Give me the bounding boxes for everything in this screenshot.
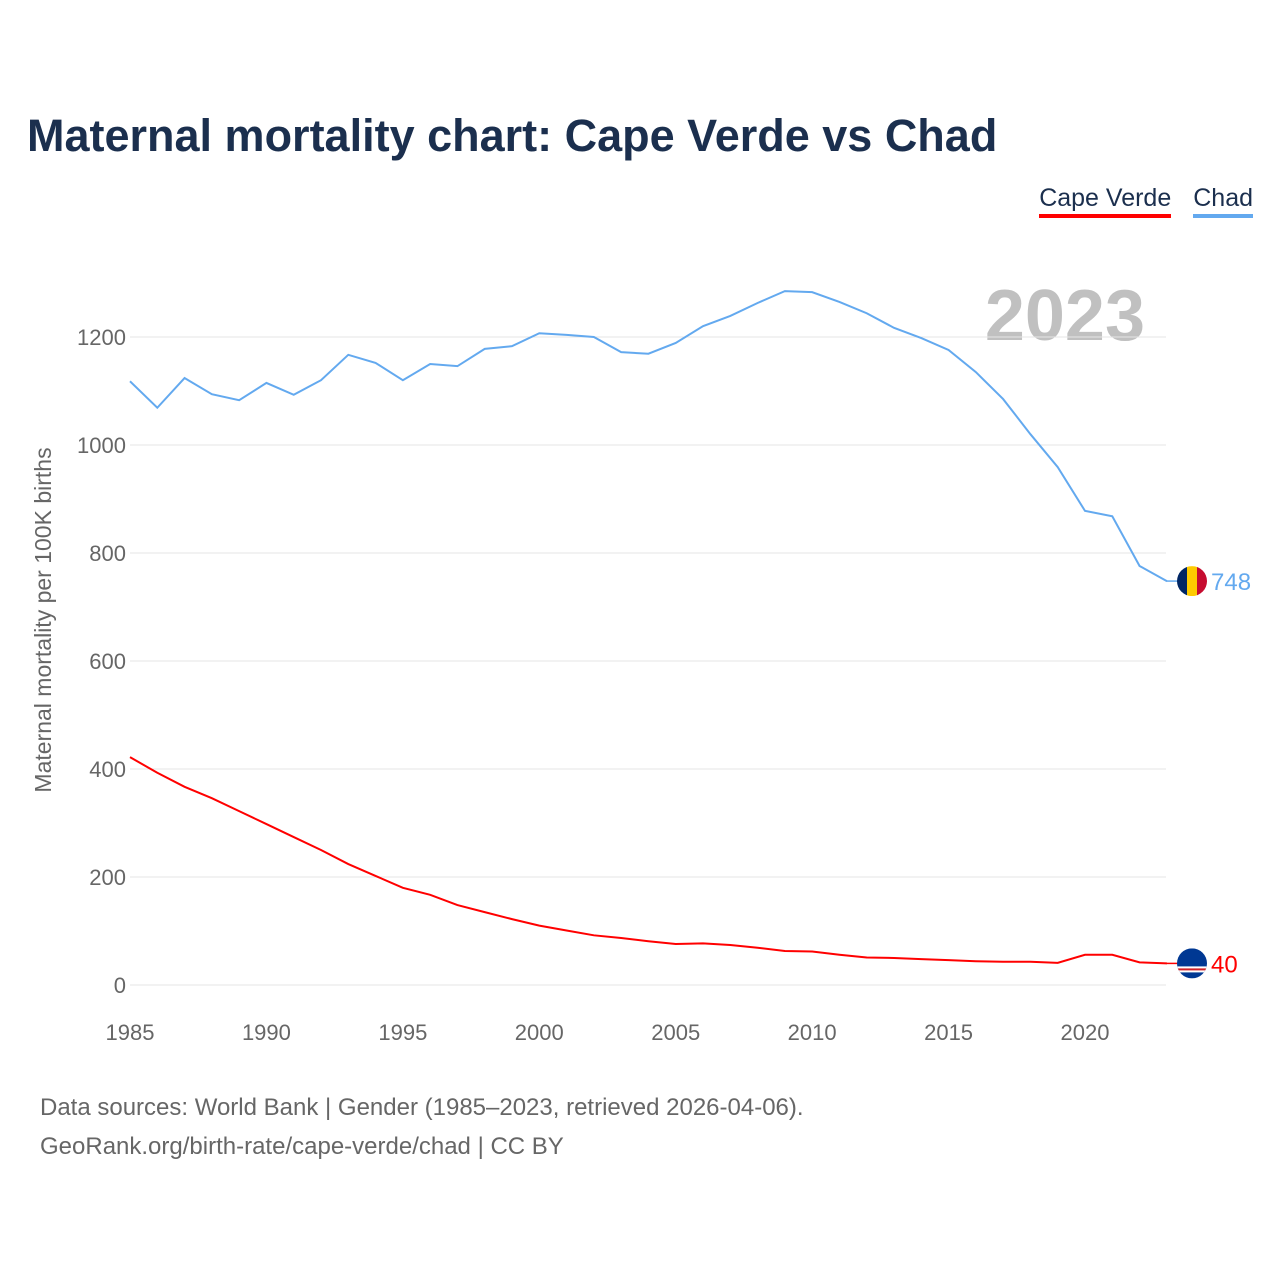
end-value-label: 748 xyxy=(1211,569,1251,596)
source-text: Data sources: World Bank | Gender (1985–… xyxy=(40,1094,804,1121)
y-tick-label: 0 xyxy=(114,973,126,998)
legend-chad[interactable]: Chad xyxy=(1193,184,1253,218)
x-tick-label: 2015 xyxy=(924,1020,973,1045)
y-tick-label: 400 xyxy=(89,757,126,782)
x-tick-label: 2020 xyxy=(1061,1020,1110,1045)
series-line-cape-verde xyxy=(129,756,1167,965)
y-axis-label: Maternal mortality per 100K births xyxy=(30,447,56,792)
x-tick-label: 1995 xyxy=(378,1020,427,1045)
cape-verde-flag-icon xyxy=(1177,948,1207,979)
y-tick-label: 1000 xyxy=(77,433,126,458)
series-line-chad xyxy=(129,290,1168,582)
y-tick-label: 800 xyxy=(89,541,126,566)
legend: Cape Verde Chad xyxy=(1039,184,1253,218)
y-tick-label: 600 xyxy=(89,649,126,674)
footer: Data sources: World Bank | Gender (1985–… xyxy=(40,1088,804,1166)
end-value-label: 40 xyxy=(1211,951,1238,978)
x-tick-label: 2000 xyxy=(515,1020,564,1045)
year-label: 2023 xyxy=(985,276,1145,356)
x-tick-label: 1985 xyxy=(106,1020,155,1045)
x-tick-label: 2010 xyxy=(788,1020,837,1045)
chart-title: Maternal mortality chart: Cape Verde vs … xyxy=(27,110,998,161)
x-tick-label: 2005 xyxy=(651,1020,700,1045)
y-tick-label: 1200 xyxy=(77,325,126,350)
chad-flag-icon xyxy=(1177,566,1207,597)
y-tick-label: 200 xyxy=(89,865,126,890)
legend-cape-verde[interactable]: Cape Verde xyxy=(1039,184,1172,218)
source-link[interactable]: GeoRank.org/birth-rate/cape-verde/chad |… xyxy=(40,1133,564,1160)
x-tick-label: 1990 xyxy=(242,1020,291,1045)
